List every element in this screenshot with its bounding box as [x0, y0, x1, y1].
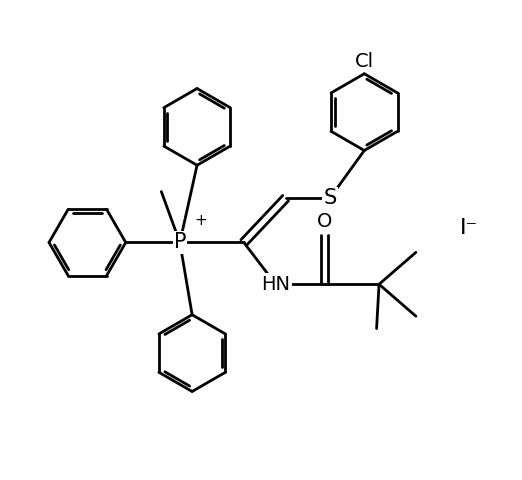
Text: S: S: [323, 188, 337, 208]
Text: +: +: [195, 213, 207, 228]
Text: O: O: [317, 212, 333, 231]
Text: I⁻: I⁻: [460, 218, 479, 238]
Text: Cl: Cl: [355, 52, 374, 72]
Text: HN: HN: [261, 275, 290, 294]
Text: P: P: [174, 232, 186, 252]
